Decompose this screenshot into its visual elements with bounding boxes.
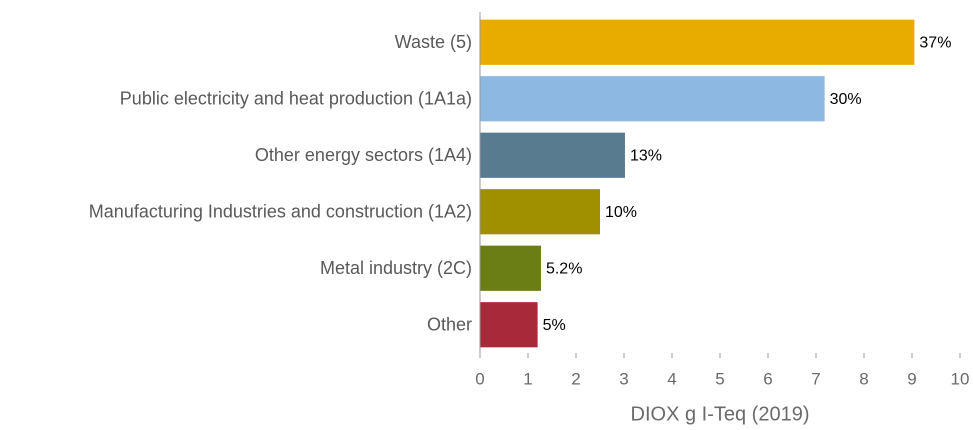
x-tick-label: 10 [951,369,970,388]
share-label: 5% [543,317,566,334]
share-label: 10% [605,204,637,221]
x-tick-label: 5 [715,369,724,388]
x-tick-label: 0 [475,369,484,388]
x-axis-title: DIOX g I-Teq (2019) [631,403,810,425]
x-tick-label: 7 [811,369,820,388]
x-tick-label: 3 [619,369,628,388]
x-tick-label: 8 [859,369,868,388]
y-tick-label: Other energy sectors (1A4) [255,145,472,165]
x-tick-label: 9 [907,369,916,388]
y-tick-label: Public electricity and heat production (… [120,89,472,109]
share-label: 37% [919,34,951,51]
bar [480,19,915,65]
bar [480,302,538,348]
bar [480,132,625,178]
x-tick-label: 4 [667,369,676,388]
bar [480,76,825,122]
y-tick-label: Metal industry (2C) [320,258,472,278]
y-tick-label: Manufacturing Industries and constructio… [89,202,472,222]
x-tick-label: 2 [571,369,580,388]
y-tick-label: Waste (5) [395,32,472,52]
x-tick-label: 6 [763,369,772,388]
share-label: 13% [630,147,662,164]
y-tick-label: Other [427,315,472,335]
x-tick-label: 1 [523,369,532,388]
share-label: 30% [830,91,862,108]
bar [480,189,600,235]
bar [480,245,541,291]
share-label: 5.2% [546,260,582,277]
